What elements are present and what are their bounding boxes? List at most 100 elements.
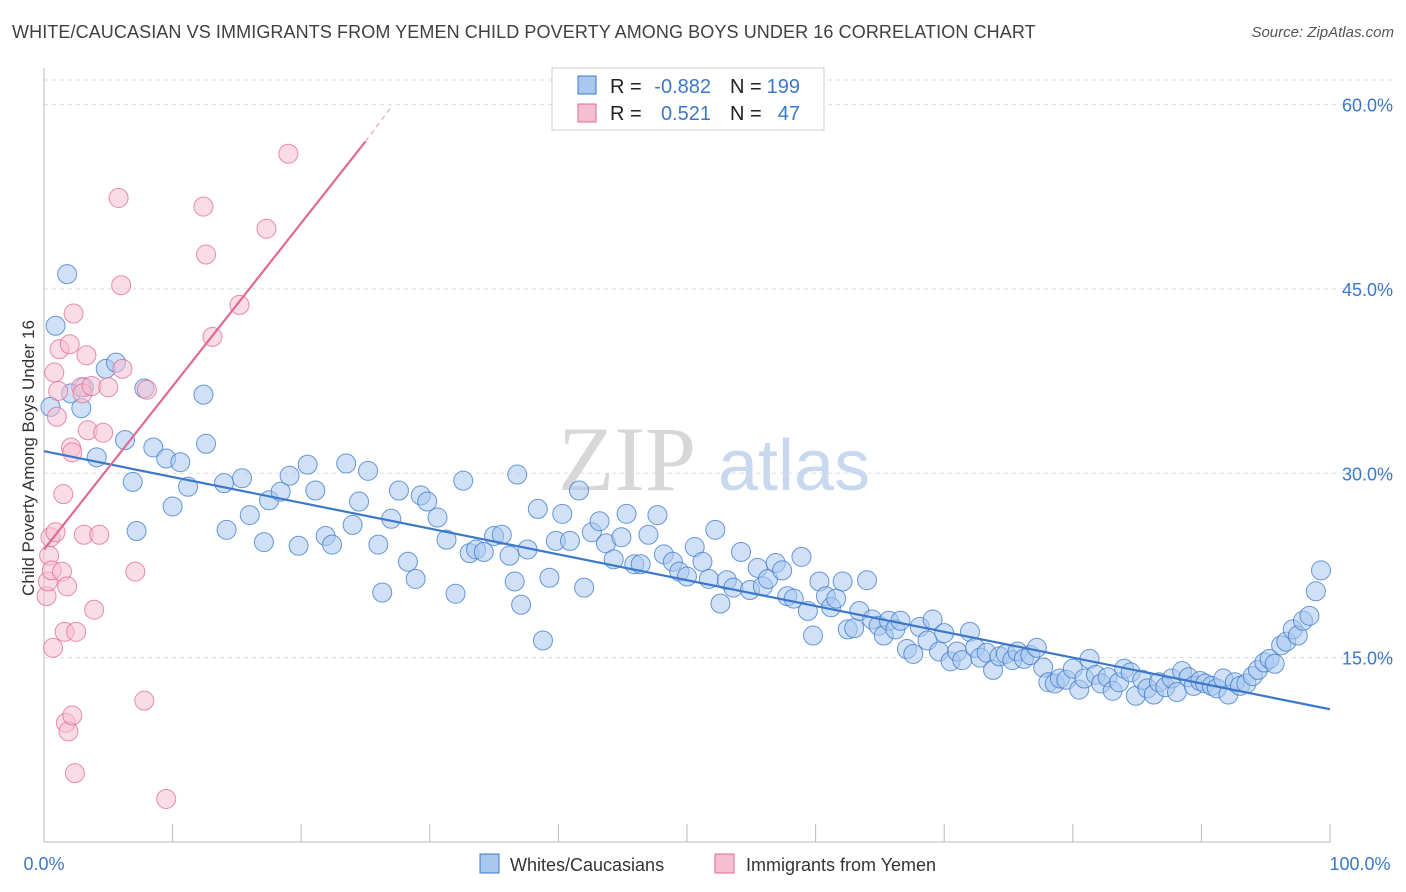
point-yemen-20 xyxy=(62,705,83,726)
point-whites-19 xyxy=(196,433,217,454)
point-whites-103 xyxy=(832,571,853,592)
trend-line-yemen xyxy=(43,140,367,551)
point-yemen-38 xyxy=(134,690,155,711)
point-whites-135 xyxy=(1026,637,1047,658)
watermark-atlas: atlas xyxy=(718,426,870,506)
point-whites-176 xyxy=(1264,653,1285,674)
point-yemen-44 xyxy=(229,294,250,315)
point-whites-70 xyxy=(611,527,632,548)
point-whites-23 xyxy=(239,505,260,526)
point-whites-45 xyxy=(427,507,448,528)
point-whites-183 xyxy=(1305,581,1326,602)
point-whites-20 xyxy=(216,519,237,540)
point-whites-9 xyxy=(115,430,136,451)
stats-n-value-blue: 199 xyxy=(767,76,800,98)
watermark: ZIP atlas xyxy=(558,408,870,510)
legend-label-whites: Whites/Caucasians xyxy=(510,855,664,875)
chart-title: WHITE/CAUCASIAN VS IMMIGRANTS FROM YEMEN… xyxy=(12,22,1036,42)
point-yemen-32 xyxy=(93,422,114,443)
point-whites-64 xyxy=(568,480,589,501)
point-whites-67 xyxy=(589,511,610,532)
point-whites-62 xyxy=(552,503,573,524)
point-yemen-40 xyxy=(156,788,177,809)
point-yemen-8 xyxy=(46,406,67,427)
y-axis-label: Child Poverty Among Boys Under 16 xyxy=(19,320,38,596)
point-whites-15 xyxy=(162,496,183,517)
point-whites-11 xyxy=(126,521,147,542)
point-whites-40 xyxy=(388,480,409,501)
point-whites-38 xyxy=(372,582,393,603)
point-yemen-37 xyxy=(125,561,146,582)
point-yemen-21 xyxy=(63,303,84,324)
legend-swatch-whites xyxy=(479,853,500,874)
point-yemen-33 xyxy=(98,377,119,398)
y-tick-label-3: 60.0% xyxy=(1342,96,1393,116)
point-whites-115 xyxy=(903,643,924,664)
point-whites-54 xyxy=(499,545,520,566)
point-whites-93 xyxy=(772,560,793,581)
stats-swatch-pink xyxy=(577,103,597,123)
source-credit: Source: ZipAtlas.com xyxy=(1251,24,1394,41)
point-whites-63 xyxy=(559,530,580,551)
point-whites-36 xyxy=(358,460,379,481)
point-whites-48 xyxy=(453,470,474,491)
point-whites-184 xyxy=(1310,560,1331,581)
point-whites-33 xyxy=(336,453,357,474)
point-whites-37 xyxy=(368,534,389,555)
point-whites-28 xyxy=(288,535,309,556)
point-whites-1 xyxy=(45,315,66,336)
y-tick-label-0: 15.0% xyxy=(1342,649,1393,669)
trend-lines xyxy=(43,106,1331,711)
point-yemen-5 xyxy=(43,637,64,658)
point-whites-10 xyxy=(122,471,143,492)
data-points xyxy=(36,143,1331,809)
point-whites-24 xyxy=(253,532,274,553)
stats-box-frame xyxy=(551,67,825,131)
point-whites-41 xyxy=(397,551,418,572)
point-whites-34 xyxy=(342,514,363,535)
point-whites-32 xyxy=(322,534,343,555)
point-whites-51 xyxy=(473,541,494,562)
legend-label-yemen: Immigrants from Yemen xyxy=(746,855,936,875)
trend-extension-yemen xyxy=(365,106,392,142)
point-whites-29 xyxy=(297,454,318,475)
point-yemen-39 xyxy=(136,379,157,400)
point-whites-71 xyxy=(616,503,637,524)
point-whites-47 xyxy=(445,583,466,604)
point-whites-107 xyxy=(857,570,878,591)
stats-box: R = -0.882 N = 199 R = 0.521 N = 47 xyxy=(551,67,825,131)
point-whites-81 xyxy=(692,551,713,572)
point-yemen-17 xyxy=(59,334,80,355)
point-whites-83 xyxy=(705,519,726,540)
y-tick-label-2: 45.0% xyxy=(1342,280,1393,300)
point-whites-44 xyxy=(417,491,438,512)
stats-r-value-pink: 0.521 xyxy=(661,103,711,125)
point-whites-59 xyxy=(532,630,553,651)
point-whites-21 xyxy=(214,473,235,494)
point-yemen-46 xyxy=(278,143,299,164)
point-yemen-30 xyxy=(84,599,105,620)
y-tick-labels: 15.0% 30.0% 45.0% 60.0% xyxy=(1342,96,1393,669)
stats-r-value-blue: -0.882 xyxy=(654,76,711,98)
point-whites-56 xyxy=(511,594,532,615)
point-yemen-35 xyxy=(111,275,132,296)
point-whites-98 xyxy=(803,625,824,646)
point-yemen-31 xyxy=(89,524,110,545)
point-whites-46 xyxy=(436,529,457,550)
point-yemen-9 xyxy=(48,380,69,401)
point-yemen-12 xyxy=(53,484,74,505)
point-whites-74 xyxy=(638,524,659,545)
stats-r-label-pink: R = xyxy=(610,103,642,125)
point-whites-58 xyxy=(527,498,548,519)
point-whites-53 xyxy=(491,524,512,545)
point-whites-16 xyxy=(170,452,191,473)
point-whites-60 xyxy=(539,567,560,588)
stats-r-label-blue: R = xyxy=(610,76,642,98)
legend-swatch-yemen xyxy=(714,853,735,874)
stats-swatch-blue xyxy=(577,75,597,95)
point-whites-96 xyxy=(791,546,812,567)
legend: Whites/Caucasians Immigrants from Yemen xyxy=(479,853,936,875)
stats-n-label-pink: N = xyxy=(730,103,762,125)
y-tick-label-1: 30.0% xyxy=(1342,464,1393,484)
